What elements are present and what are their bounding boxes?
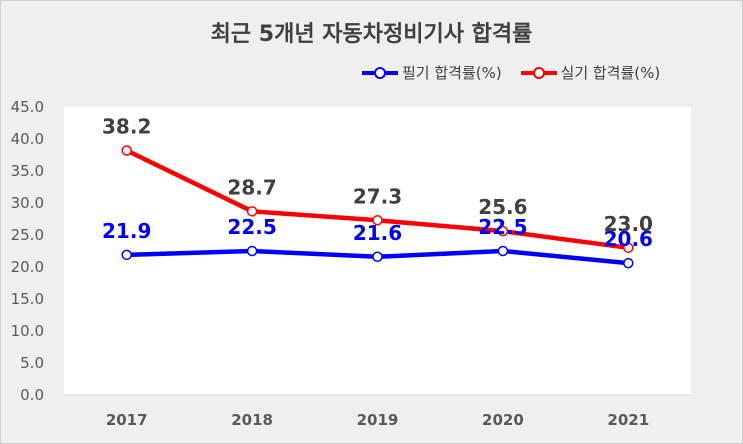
data-point [623, 242, 634, 254]
y-tick-label: 35.0 [11, 162, 44, 180]
data-label: 22.5 [478, 215, 527, 239]
x-tick-label: 2020 [482, 411, 524, 429]
data-label: 22.5 [227, 215, 276, 239]
x-tick-label: 2018 [231, 411, 273, 429]
plot-area [64, 107, 691, 395]
data-point [623, 257, 634, 269]
y-tick-label: 5.0 [20, 354, 44, 372]
data-label: 21.9 [102, 219, 151, 243]
legend-swatch-practical [520, 66, 557, 80]
x-tick-label: 2021 [607, 411, 649, 429]
y-tick-label: 0.0 [20, 386, 44, 404]
x-tick-label: 2017 [106, 411, 148, 429]
legend-label-written: 필기 합격률(%) [402, 64, 502, 82]
data-point [246, 206, 258, 217]
y-tick-label: 45.0 [11, 98, 44, 116]
data-label: 25.6 [478, 195, 527, 219]
data-label: 27.3 [353, 184, 402, 208]
legend-label-practical: 실기 합격률(%) [560, 64, 661, 82]
x-tick-label: 2019 [357, 411, 399, 429]
data-point [246, 245, 258, 257]
legend-swatch-written [362, 66, 398, 80]
data-point [372, 251, 383, 263]
y-tick-label: 15.0 [11, 290, 44, 308]
legend: 필기 합격률(%) 실기 합격률(%) [362, 62, 674, 83]
y-tick-label: 25.0 [11, 226, 44, 244]
data-label: 21.6 [353, 221, 402, 245]
data-point [121, 145, 132, 156]
chart-title: 최근 5개년 자동차정비기사 합격률 [210, 22, 533, 47]
data-label: 28.7 [227, 175, 276, 199]
y-tick-label: 20.0 [11, 258, 44, 276]
data-label: 20.6 [604, 227, 653, 251]
data-point [497, 225, 509, 237]
legend-item-written: 필기 합격률(%) [362, 62, 502, 83]
y-tick-label: 30.0 [11, 194, 44, 212]
y-tick-label: 40.0 [11, 130, 44, 148]
data-point [497, 245, 509, 257]
data-label: 38.2 [102, 115, 151, 139]
data-point [121, 249, 132, 261]
data-label: 23.0 [604, 212, 653, 236]
data-point [372, 215, 383, 226]
y-tick-label: 10.0 [11, 322, 44, 340]
legend-item-practical: 실기 합격률(%) [520, 62, 661, 83]
